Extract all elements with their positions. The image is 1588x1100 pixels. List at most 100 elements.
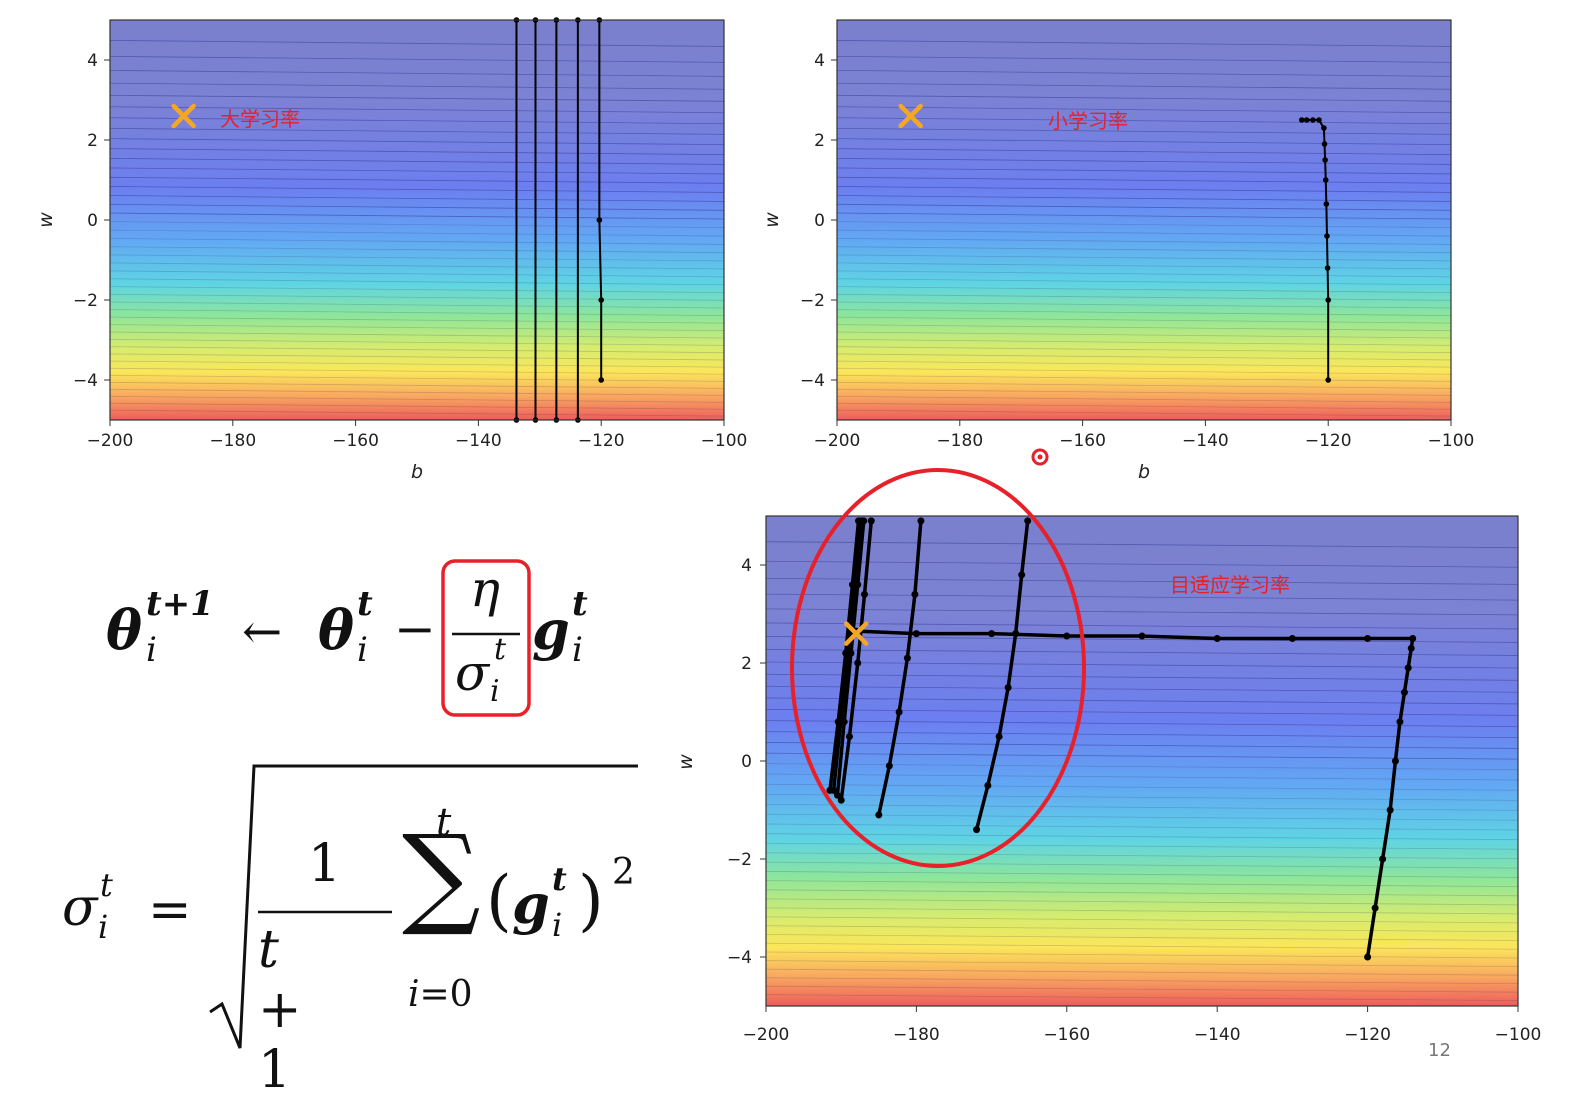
contour-line: [765, 742, 1519, 749]
contour-line: [109, 148, 725, 156]
plot-background: [766, 516, 1518, 1006]
descent-point: [1409, 635, 1417, 642]
descent-paths: [513, 17, 604, 423]
contour-line: [109, 238, 725, 245]
descent-point: [988, 630, 996, 638]
contour-lines: [836, 40, 1452, 417]
descent-point: [1288, 635, 1296, 642]
gradient-term: g: [512, 872, 550, 936]
contour-line: [109, 158, 725, 165]
contour-line: [109, 117, 725, 125]
contour-line: [109, 286, 725, 293]
contour-line: [109, 203, 725, 211]
descent-point: [1310, 117, 1316, 123]
descent-point: [1404, 664, 1412, 672]
target-x-marker: [843, 621, 869, 646]
y-tick-label: 2: [741, 654, 752, 674]
gradient-sub: i: [572, 630, 583, 670]
contour-lines: [109, 40, 725, 417]
large-learning-rate-annotation: 大学习率: [220, 107, 300, 131]
contour-line: [836, 338, 1452, 346]
theta-next: θ: [106, 598, 143, 662]
y-tick-label: 2: [814, 131, 825, 151]
y-tick-label: −4: [73, 371, 98, 391]
denominator: t + 1: [258, 920, 302, 1100]
plot-background: [837, 20, 1451, 420]
descent-point: [1321, 141, 1328, 147]
contour-line: [836, 293, 1452, 301]
descent-point: [911, 590, 919, 598]
descent-point: [1321, 125, 1327, 131]
eta: η: [470, 560, 500, 618]
descent-point: [1213, 635, 1221, 642]
formula-highlight-box: [441, 559, 531, 717]
contour-line: [109, 353, 725, 361]
contour-line: [836, 346, 1452, 354]
descent-point: [837, 796, 845, 804]
contour-line: [836, 301, 1452, 309]
contour-line: [765, 889, 1519, 897]
gradient-term-sup: t: [552, 860, 567, 898]
contour-line: [765, 577, 1519, 585]
contour-line: [836, 82, 1452, 90]
contour-line: [109, 338, 725, 346]
contour-line: [836, 203, 1452, 211]
descent-point: [903, 654, 911, 662]
target-marker: [171, 103, 196, 129]
contour-line: [836, 186, 1452, 193]
plot-background: [110, 20, 724, 420]
x-tick-label: −160: [1059, 431, 1106, 451]
contour-line: [836, 286, 1452, 293]
target-marker: [843, 621, 869, 646]
contour-line: [836, 69, 1452, 77]
contour-line: [765, 685, 1519, 693]
contour-line: [109, 229, 725, 237]
gradient: g: [532, 598, 570, 662]
contour-line: [836, 278, 1452, 286]
descent-point: [1324, 265, 1331, 271]
square-exponent: 2: [612, 852, 635, 893]
y-tick-label: 4: [814, 51, 825, 71]
contour-line: [836, 309, 1452, 316]
contour-line: [109, 94, 725, 102]
contour-line: [109, 167, 725, 175]
contour-line: [765, 622, 1519, 630]
descent-point: [1138, 632, 1146, 640]
descent-point: [854, 659, 862, 667]
contour-line: [109, 367, 725, 375]
descent-point: [1379, 855, 1387, 863]
contour-line: [765, 925, 1519, 933]
descent-point: [1323, 201, 1330, 207]
x-tick-label: −160: [1043, 1025, 1090, 1045]
contour-line: [765, 968, 1519, 976]
descent-point: [598, 297, 604, 303]
contour-line: [109, 262, 725, 270]
contour-line: [836, 389, 1452, 396]
contour-line: [109, 246, 725, 254]
y-ticks: −4 −2 0 2 4: [73, 51, 110, 391]
descent-point: [1004, 684, 1012, 691]
descent-point: [1325, 377, 1331, 383]
sigma: σ: [455, 644, 490, 702]
contour-line: [765, 673, 1519, 681]
descent-point: [1325, 297, 1331, 303]
descent-point: [1391, 757, 1399, 765]
contour-line: [836, 148, 1452, 156]
contour-line: [109, 309, 725, 316]
y-axis-label: w: [761, 212, 783, 228]
descent-point: [885, 762, 893, 770]
descent-point: [840, 718, 848, 726]
theta-next-sup: t+1: [146, 584, 214, 624]
x-tick-label: −120: [578, 431, 625, 451]
contour-line: [109, 270, 725, 278]
descent-point: [598, 377, 604, 383]
y-tick-label: −4: [727, 948, 752, 968]
contour-line: [836, 127, 1452, 135]
minus-sign: −: [394, 600, 436, 658]
descent-point: [1396, 718, 1404, 726]
descent-point: [1063, 632, 1071, 640]
contour-line: [765, 731, 1519, 739]
large-learning-rate-plot: −200 −180 −160 −140 −120 −100 −4 −2 0 2 4 b w 大学习…: [35, 17, 747, 483]
x-ticks: −200 −180 −160 −140 −120 −100: [814, 420, 1474, 451]
